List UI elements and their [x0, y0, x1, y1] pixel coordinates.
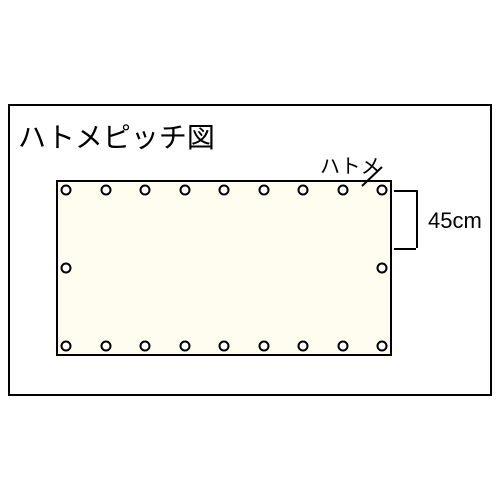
- grommet-icon: [140, 185, 151, 196]
- grommet-icon: [140, 341, 151, 352]
- grommet-icon: [258, 341, 269, 352]
- grommet-icon: [61, 185, 72, 196]
- grommet-icon: [100, 341, 111, 352]
- grommet-icon: [61, 263, 72, 274]
- dimension-vertical-line: [416, 190, 418, 248]
- grommet-callout-label: ハトメ: [320, 150, 381, 179]
- tarp-sheet: [56, 180, 392, 356]
- dimension-label: 45cm: [428, 208, 482, 234]
- dimension-tick-top: [394, 190, 416, 192]
- grommet-icon: [298, 341, 309, 352]
- grommet-icon: [100, 185, 111, 196]
- grommet-icon: [337, 185, 348, 196]
- grommet-icon: [219, 341, 230, 352]
- dimension-tick-bottom: [394, 248, 416, 250]
- grommet-icon: [377, 185, 388, 196]
- grommet-icon: [298, 185, 309, 196]
- grommet-icon: [377, 341, 388, 352]
- grommet-icon: [179, 185, 190, 196]
- grommet-icon: [179, 341, 190, 352]
- grommet-icon: [258, 185, 269, 196]
- diagram-title: ハトメピッチ図: [18, 116, 215, 156]
- diagram-canvas: ハトメピッチ図 ハトメ 45cm: [0, 0, 500, 500]
- grommet-icon: [377, 263, 388, 274]
- grommet-icon: [61, 341, 72, 352]
- grommet-icon: [337, 341, 348, 352]
- grommet-icon: [219, 185, 230, 196]
